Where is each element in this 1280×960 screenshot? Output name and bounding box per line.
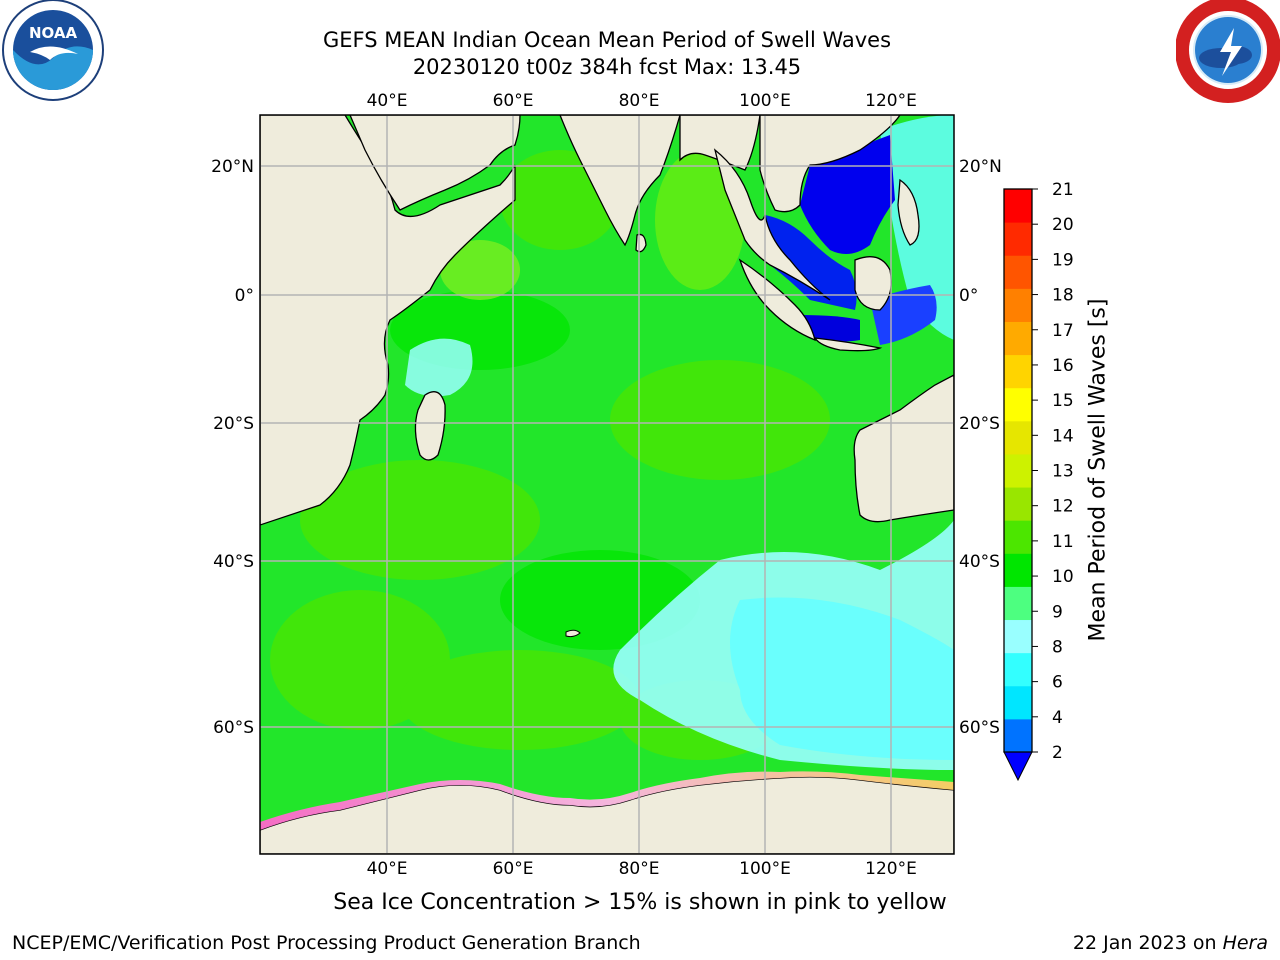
lat-tick-right: 20°S [959, 414, 1000, 434]
lat-tick-right: 40°S [959, 552, 1000, 572]
lon-tick-top: 120°E [865, 91, 917, 111]
colorbar-swatch [1004, 387, 1032, 422]
colorbar-swatch [1004, 222, 1032, 256]
lon-tick-top: 80°E [619, 91, 660, 111]
colorbar-swatch [1004, 553, 1032, 587]
lon-tick-bottom: 40°E [367, 859, 408, 879]
colorbar-swatch [1004, 619, 1032, 654]
lat-tick-left: 60°S [213, 718, 254, 738]
colorbar-swatch [1004, 354, 1032, 389]
nws-logo-icon [1176, 0, 1280, 103]
lat-ticks-left: 20°N 0° 20°S 40°S 60°S [211, 157, 254, 738]
sumatra-land [738, 258, 816, 342]
india-land [559, 115, 681, 247]
sri-lanka-land [635, 233, 647, 253]
graticule [260, 115, 954, 854]
australia-land [853, 374, 954, 523]
map-frame [259, 114, 955, 855]
lat-tick-left: 20°S [213, 414, 254, 434]
lon-tick-bottom: 100°E [739, 859, 791, 879]
colorbar-tick-label: 18 [1052, 286, 1074, 306]
colorbar-swatch [1004, 487, 1032, 521]
colorbar-tick-label: 2 [1052, 743, 1063, 763]
lat-tick-right: 60°S [959, 718, 1000, 738]
colorbar-tick-label: 20 [1052, 215, 1074, 235]
colorbar-swatch [1004, 520, 1032, 554]
colorbar-under-arrow [1003, 751, 1033, 782]
sea-ice-band [260, 771, 954, 830]
borneo-land [854, 256, 892, 311]
chart-subtitle: 20230120 t00z 384h fcst Max: 13.45 [412, 55, 802, 79]
chart-title: GEFS MEAN Indian Ocean Mean Period of Sw… [322, 28, 892, 52]
footer-date-text: 22 Jan 2023 on [1072, 932, 1223, 954]
indochina-land [759, 115, 901, 213]
colorbar-swatch [1004, 718, 1032, 753]
colorbar-tick-label: 11 [1052, 532, 1074, 552]
lat-tick-right: 0° [959, 286, 978, 306]
colorbar-tick-label: 16 [1052, 356, 1074, 376]
colorbar-swatch [1004, 288, 1032, 322]
footer-credit: NCEP/EMC/Verification Post Processing Pr… [12, 932, 641, 954]
short-period-regions [405, 115, 954, 770]
colorbar-swatch [1004, 321, 1032, 356]
colorbar-tick-label: 8 [1052, 637, 1063, 657]
colorbar-tick-label: 13 [1052, 462, 1074, 482]
lat-tick-left: 40°S [213, 552, 254, 572]
lat-ticks-right: 20°N 0° 20°S 40°S 60°S [959, 157, 1002, 738]
colorbar-tick-label: 15 [1052, 391, 1074, 411]
colorbar-label: Mean Period of Swell Waves [s] [1085, 298, 1111, 642]
lat-tick-left: 20°N [211, 157, 254, 177]
svg-text:NOAA: NOAA [29, 24, 78, 42]
colorbar-tick-label: 4 [1052, 708, 1063, 728]
colorbar-swatch [1004, 685, 1032, 720]
colorbar-swatch [1004, 189, 1032, 223]
lon-tick-top: 40°E [367, 91, 408, 111]
lat-tick-right: 20°N [959, 157, 1002, 177]
lon-ticks-top: 40°E 60°E 80°E 100°E 120°E [367, 91, 917, 111]
madagascar-land [414, 391, 446, 461]
colorbar-swatch [1004, 420, 1032, 455]
colorbar-tick-label: 14 [1052, 426, 1074, 446]
java-land [813, 337, 883, 352]
lon-ticks-bottom: 40°E 60°E 80°E 100°E 120°E [367, 859, 917, 879]
colorbar-tick-label: 9 [1052, 602, 1063, 622]
footer-date: 22 Jan 2023 on Hera [1073, 932, 1268, 954]
colorbar: 2 4 6 8 9 10 11 12 13 14 15 16 17 18 19 20 21 [1003, 180, 1074, 782]
colorbar-tick-label: 21 [1052, 180, 1074, 200]
kerguelen-land [565, 629, 581, 638]
lon-tick-bottom: 80°E [619, 859, 660, 879]
lon-tick-top: 100°E [739, 91, 791, 111]
arabia-land [349, 115, 521, 211]
map-area [260, 115, 954, 854]
sea-ice-caption: Sea Ice Concentration > 15% is shown in … [333, 890, 947, 915]
colorbar-tick-label: 6 [1052, 673, 1063, 693]
colorbar-swatch [1004, 255, 1032, 289]
colorbar-swatch [1004, 652, 1032, 687]
lon-tick-bottom: 120°E [865, 859, 917, 879]
footer-host: Hera [1222, 932, 1268, 954]
colorbar-tick-label: 17 [1052, 321, 1074, 341]
southeast-asia-land [713, 148, 831, 301]
lat-tick-left: 0° [235, 286, 254, 306]
colorbar-tick-label: 12 [1052, 497, 1074, 517]
lon-tick-bottom: 60°E [493, 859, 534, 879]
colorbar-tick-label: 10 [1052, 567, 1074, 587]
colorbar-swatch [1004, 586, 1032, 621]
lon-tick-top: 60°E [493, 91, 534, 111]
colorbar-tick-label: 19 [1052, 250, 1074, 270]
noaa-logo-icon: NOAA [2, 0, 104, 101]
colorbar-swatch [1004, 453, 1032, 488]
philippines-land [897, 178, 920, 246]
